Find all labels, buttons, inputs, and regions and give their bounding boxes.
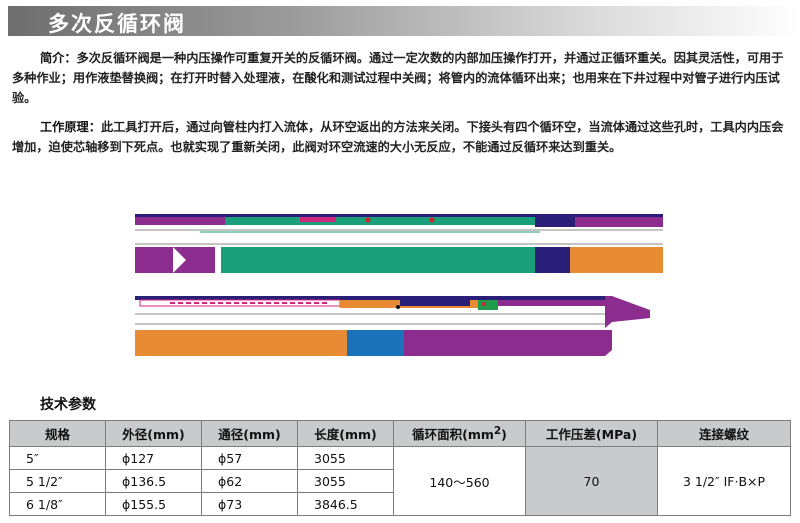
table-header-row: 规格 外径(mm) 通径(mm) 长度(mm) 循环面积(mm2) 工作压差(M… — [9, 420, 791, 447]
cell-thread: 3 1/2″ IF·B×P — [657, 446, 791, 516]
col-header-work-pressure: 工作压差(MPa) — [525, 420, 658, 447]
table-row: 5″ ϕ127 ϕ57 3055 140～560 70 3 1/2″ IF·B×… — [9, 446, 791, 516]
cell-id: ϕ57 — [201, 446, 298, 470]
intro-paragraph: 简介：多次反循环阀是一种内压操作可重复开关的反循环阀。通过一定次数的内部加压操作… — [12, 48, 792, 108]
page-title: 多次反循环阀 — [48, 12, 186, 36]
principle-label: 工作原理： — [40, 120, 101, 134]
cell-id: ϕ73 — [201, 492, 298, 516]
cell-length: 3055 — [297, 446, 394, 470]
cell-od: ϕ155.5 — [105, 492, 202, 516]
specs-table: 规格 外径(mm) 通径(mm) 长度(mm) 循环面积(mm2) 工作压差(M… — [9, 420, 791, 516]
cell-size: 5″ — [9, 446, 106, 470]
cell-size: 5 1/2″ — [9, 469, 106, 493]
cell-id: ϕ62 — [201, 469, 298, 493]
table-row: 5 1/2″ ϕ136.5 ϕ62 3055 — [9, 469, 791, 493]
tool-cross-section-diagram — [135, 214, 663, 356]
col-header-od: 外径(mm) — [105, 420, 202, 447]
cell-length: 3055 — [297, 469, 394, 493]
upper-tool-section — [135, 214, 663, 273]
col-header-circ-area: 循环面积(mm2) — [393, 420, 526, 447]
specs-title: 技术参数 — [40, 397, 96, 413]
table-row: 6 1/8″ ϕ155.5 ϕ73 3846.5 — [9, 492, 791, 516]
col-header-length: 长度(mm) — [297, 420, 394, 447]
col-header-size: 规格 — [9, 420, 106, 447]
title-bar: 多次反循环阀 — [8, 6, 800, 36]
principle-paragraph: 工作原理：此工具打开后，通过向管柱内打入流体，从环空返出的方法来关闭。下接头有四… — [12, 117, 792, 157]
col-header-thread: 连接螺纹 — [657, 420, 791, 447]
principle-text: 此工具打开后，通过向管柱内打入流体，从环空返出的方法来关闭。下接头有四个循环空，… — [12, 120, 784, 154]
cell-od: ϕ136.5 — [105, 469, 202, 493]
cell-length: 3846.5 — [297, 492, 394, 516]
intro-text: 多次反循环阀是一种内压操作可重复开关的反循环阀。通过一定次数的内部加压操作打开，… — [12, 51, 784, 105]
cell-circ-area: 140～560 — [393, 446, 526, 516]
intro-label: 简介： — [40, 51, 77, 65]
cell-size: 6 1/8″ — [9, 492, 106, 516]
cell-work-pressure: 70 — [525, 446, 658, 516]
lower-tool-section — [135, 296, 650, 356]
cell-od: ϕ127 — [105, 446, 202, 470]
col-header-id: 通径(mm) — [201, 420, 298, 447]
